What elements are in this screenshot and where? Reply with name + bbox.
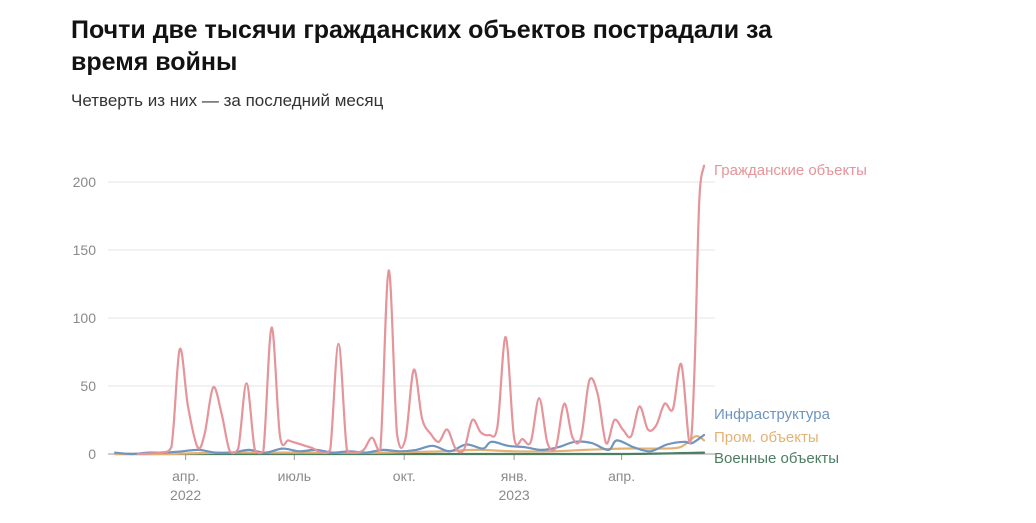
grid-lines (108, 181, 715, 455)
x-tick-label: апр. (608, 468, 635, 484)
x-tick-label: июль (278, 468, 311, 484)
series-line (114, 435, 706, 456)
y-tick-label: 200 (73, 174, 97, 190)
series-label: Гражданские объекты (714, 162, 867, 179)
series-label: Военные объекты (714, 450, 839, 467)
chart-subtitle: Четверть из них — за последний месяц (71, 91, 384, 110)
chart-title: Почти две тысячи гражданских объектов по… (71, 16, 773, 76)
y-axis-ticks: 0 50 100 150 200 (73, 174, 97, 462)
series-labels: Гражданские объекты Инфраструктура Пром. о… (714, 162, 867, 467)
series-line (114, 433, 706, 456)
x-tick-year-label: 2023 (499, 487, 530, 503)
x-tick-year-label: 2022 (170, 487, 201, 503)
y-tick-label: 0 (88, 446, 96, 462)
series-lines (114, 164, 706, 456)
series-line (136, 164, 706, 456)
y-tick-label: 100 (73, 310, 97, 326)
y-tick-label: 150 (73, 242, 97, 258)
series-label: Инфраструктура (714, 406, 831, 423)
x-tick-label: окт. (393, 468, 416, 484)
x-tick-label: апр. (172, 468, 199, 484)
y-tick-label: 50 (80, 378, 96, 394)
x-axis-ticks: апр. 2022 июль окт. янв. 2023 апр. (170, 454, 635, 503)
series-label: Пром. объекты (714, 429, 819, 446)
x-tick-label: янв. (501, 468, 528, 484)
series-line (114, 451, 706, 456)
